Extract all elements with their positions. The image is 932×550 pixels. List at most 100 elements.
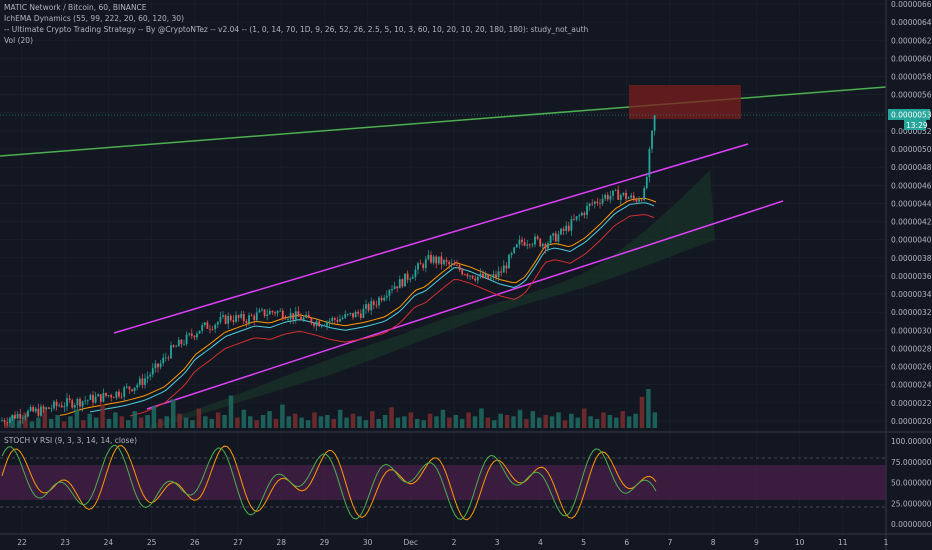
candle-body: [107, 395, 110, 397]
candle-body: [588, 203, 591, 207]
candle-body: [201, 325, 204, 331]
candle-body: [560, 228, 562, 235]
candle-body: [151, 368, 154, 375]
candle-body: [53, 401, 55, 409]
channel-upper-line[interactable]: [113, 143, 749, 334]
candle-body: [24, 416, 27, 418]
legend-ichema[interactable]: IchEMA Dynamics (55, 99, 222, 20, 60, 12…: [4, 14, 184, 23]
price-tick-label: 0.00000440: [891, 199, 932, 208]
legend-stoch[interactable]: STOCH V RSI (9, 3, 3, 14, 14, close): [4, 436, 138, 445]
volume-bar: [331, 418, 336, 428]
volume-bar: [235, 417, 240, 428]
price-tick-label: 0.00000300: [891, 326, 932, 335]
candle-body: [180, 339, 183, 345]
volume-bar: [536, 417, 542, 428]
candle-body: [450, 263, 453, 265]
candle-body: [593, 201, 596, 204]
time-tick-label: 23: [60, 538, 70, 547]
candle-body: [16, 413, 19, 419]
resistance-zone[interactable]: [629, 85, 741, 119]
time-axis[interactable]: 22 23 24 25 26 27 28 29 30 Dec 2 3 4 5 6 7 8 9 10 11 1: [17, 538, 888, 547]
candle-body: [58, 405, 61, 407]
candle-body: [521, 239, 523, 243]
time-tick-label: 25: [147, 538, 157, 547]
candle-body: [411, 276, 414, 279]
candle-body: [250, 315, 253, 317]
candle-body: [112, 397, 115, 399]
volume-bar: [646, 389, 651, 428]
channel-lower-line[interactable]: [146, 200, 784, 410]
candle-body: [302, 317, 305, 321]
candle-body: [258, 310, 261, 313]
candle-body: [89, 394, 92, 400]
volume-bar: [248, 416, 253, 428]
candle-body: [274, 312, 276, 314]
candle-body: [63, 406, 66, 408]
time-tick-label: 29: [320, 538, 330, 547]
candle-body: [232, 320, 235, 322]
candle-body: [430, 254, 432, 263]
time-tick-label: 8: [711, 538, 716, 547]
candle-body: [47, 407, 50, 409]
volume-bar: [190, 420, 195, 428]
candle-body: [596, 201, 599, 204]
stoch-tick-label: 50.00000000: [891, 479, 932, 488]
candle-body: [385, 295, 388, 298]
candle-body: [580, 212, 583, 216]
candle-body: [645, 177, 648, 189]
stoch-axis[interactable]: 100.00000000 75.00000000 50.00000000 25.000…: [891, 437, 932, 529]
candle-body: [432, 256, 435, 263]
candle-body: [99, 394, 102, 402]
candle-body: [211, 328, 214, 330]
candle-body: [370, 301, 373, 311]
volume-bar: [292, 413, 298, 428]
volume-bar: [395, 417, 401, 428]
legend-symbol[interactable]: MATIC Network / Bitcoin, 60, BINANCE: [4, 3, 147, 12]
candle-body: [541, 243, 544, 247]
candle-body: [333, 318, 336, 320]
candle-body: [424, 259, 427, 269]
candle-body: [326, 321, 328, 326]
time-tick-label: 9: [754, 538, 759, 547]
candle-body: [359, 313, 362, 318]
candle-body: [294, 311, 297, 320]
candle-body: [245, 321, 248, 324]
candle-body: [482, 273, 484, 278]
volume-bar: [472, 416, 478, 428]
candle-body: [609, 195, 612, 200]
ema-line: [129, 214, 655, 417]
candle-body: [281, 310, 284, 319]
volume-bar: [459, 418, 465, 428]
candle-body: [640, 199, 643, 201]
candle-body: [310, 318, 313, 324]
candle-body: [203, 322, 206, 326]
candle-body: [606, 194, 609, 200]
candle-body: [196, 333, 198, 338]
candle-body: [14, 414, 16, 419]
candle-body: [536, 236, 539, 239]
candle-body: [599, 203, 601, 204]
candle-body: [380, 297, 383, 301]
legend-strategy[interactable]: -- Ultimate Crypto Trading Strategy -- B…: [4, 25, 589, 34]
candle-body: [3, 420, 6, 423]
candle-body: [383, 297, 386, 301]
candle-body: [240, 313, 243, 318]
candle-body: [427, 254, 430, 260]
candle-body: [508, 254, 510, 269]
legend-volume[interactable]: Vol (20): [4, 36, 34, 45]
candle-body: [172, 345, 175, 347]
volume-bar: [4, 422, 9, 428]
candle-body: [474, 278, 477, 281]
candle-body: [136, 384, 139, 388]
ema-lines: [59, 197, 657, 417]
candle-body: [157, 363, 159, 368]
candle-body: [128, 386, 131, 390]
price-axis[interactable]: 0.00000660 0.00000640 0.00000620 0.00000600…: [891, 0, 932, 426]
volume-bar: [504, 415, 510, 428]
volume-bar: [376, 418, 381, 428]
candle-body: [19, 413, 22, 419]
time-tick-label: 6: [624, 538, 629, 547]
volume-bar: [639, 396, 645, 428]
candle-body: [42, 406, 45, 409]
